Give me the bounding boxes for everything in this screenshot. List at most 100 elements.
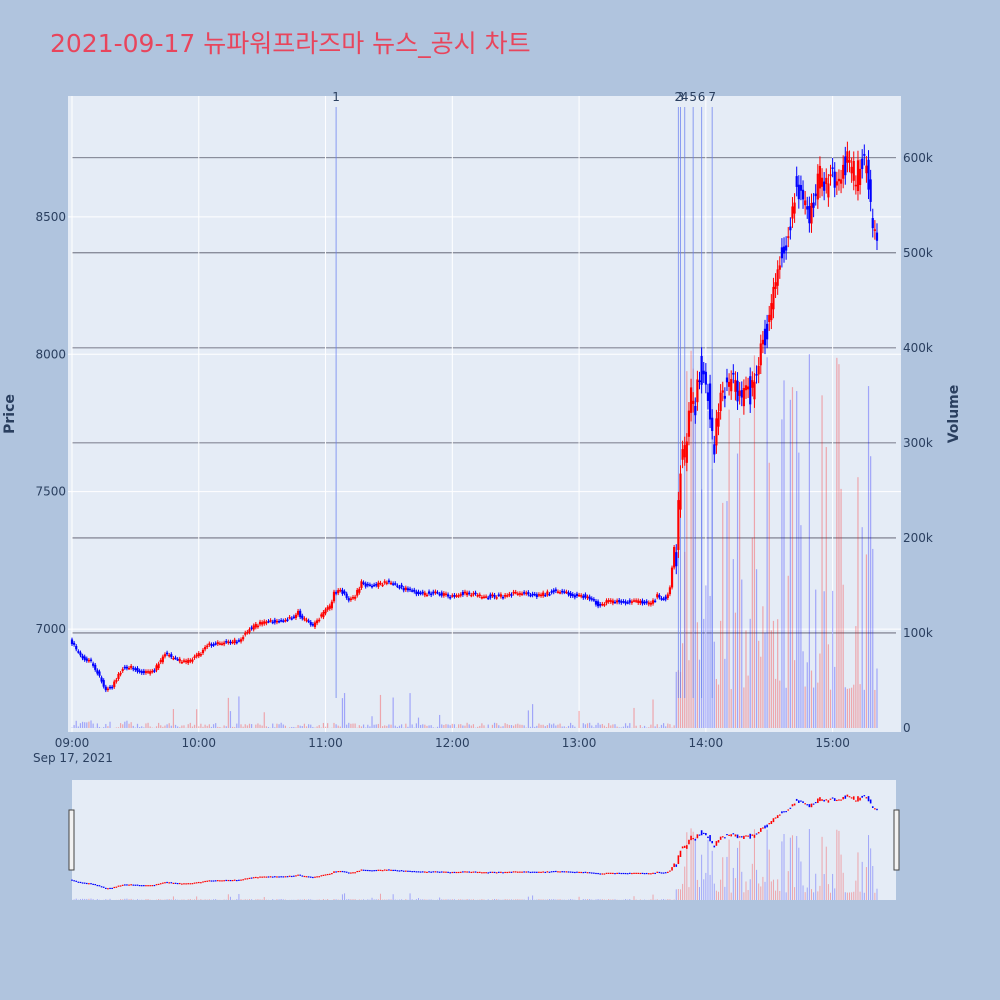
mini-volume-bar — [570, 899, 572, 900]
mini-volume-bar — [276, 899, 278, 900]
volume-bar — [81, 721, 84, 728]
candle-body — [605, 600, 608, 604]
volume-bar — [124, 721, 126, 728]
mini-volume-bar — [388, 899, 390, 900]
volume-bar — [504, 723, 506, 728]
candle-body — [504, 594, 507, 597]
candle-body — [630, 601, 633, 603]
candle-body — [138, 670, 141, 673]
mini-candle-body — [561, 871, 563, 873]
mini-candle-body — [328, 873, 331, 875]
mini-volume-bar — [595, 899, 597, 900]
range-slider-background[interactable] — [72, 780, 896, 900]
mini-volume-bar — [392, 894, 394, 900]
volume-bar — [155, 726, 158, 728]
mini-candle-body — [489, 871, 492, 873]
mini-candle-body — [73, 880, 75, 882]
candle-body — [675, 552, 678, 567]
volume-bar — [158, 722, 160, 728]
volume-bar — [848, 688, 851, 728]
volume-bar — [481, 723, 483, 728]
mini-volume-bar — [783, 833, 785, 900]
mini-candle-body — [683, 845, 686, 848]
mini-volume-bar — [849, 892, 851, 900]
candle-body — [692, 400, 695, 404]
volume-bar — [352, 723, 354, 728]
volume-bar — [652, 699, 654, 728]
volume-bar — [227, 697, 229, 728]
mini-candle-body — [147, 885, 149, 887]
mini-candle-body — [246, 878, 249, 880]
mini-candle-body — [641, 872, 644, 875]
volume-bar — [844, 687, 846, 728]
candle-body — [797, 184, 800, 200]
volume-bar — [679, 671, 682, 728]
candle-body — [717, 411, 720, 427]
mini-candle-body — [77, 881, 80, 883]
volume-bar — [821, 395, 823, 728]
mini-volume-bar — [553, 899, 555, 900]
candle-body — [582, 595, 585, 598]
candle-body — [451, 595, 454, 597]
volume-bar — [143, 727, 145, 728]
mini-candle-body — [309, 876, 312, 878]
volume-bar — [396, 726, 398, 728]
mini-candle-body — [278, 876, 280, 878]
candle-body — [364, 583, 367, 587]
volume-bar — [436, 726, 439, 728]
candle-body — [389, 582, 393, 585]
mini-candle-body — [721, 836, 724, 838]
volume-bar — [751, 537, 753, 728]
mini-volume-bar — [787, 871, 789, 900]
mini-volume-bar — [90, 898, 92, 900]
candle-body — [641, 600, 644, 604]
mini-candle-body — [688, 839, 690, 845]
mini-candle-body — [633, 872, 635, 874]
volume-bar — [187, 724, 189, 728]
volume-bar — [119, 723, 122, 728]
mini-candle-body — [730, 834, 732, 837]
volume-bar — [179, 727, 181, 728]
mini-volume-bar — [371, 897, 373, 900]
candle-body — [575, 593, 579, 597]
mini-volume-bar — [760, 886, 762, 900]
time-tick-label: 14:00 — [689, 736, 724, 750]
mini-candle-body — [354, 872, 356, 874]
range-slider-right-handle[interactable] — [893, 809, 900, 871]
mini-candle-body — [616, 872, 618, 875]
mini-volume-bar — [517, 899, 519, 900]
candle-body — [753, 381, 756, 400]
candle-body — [499, 594, 503, 597]
mini-volume-bar — [730, 892, 732, 900]
volume-bar — [832, 590, 834, 728]
candle-body — [516, 593, 519, 595]
candle-body — [554, 589, 557, 592]
volume-bar — [760, 656, 762, 728]
volume-bar — [379, 694, 382, 728]
candle-body — [523, 592, 526, 594]
mini-volume-bar — [327, 899, 329, 900]
volume-bar — [612, 724, 614, 728]
volume-bar — [686, 371, 688, 728]
volume-bar — [409, 693, 411, 728]
range-slider-left-handle[interactable] — [68, 809, 75, 871]
mini-volume-bar — [834, 888, 836, 900]
mini-volume-bar — [639, 899, 641, 900]
mini-candle-body — [590, 872, 593, 874]
mini-candle-body — [631, 872, 633, 875]
mini-candle-body — [316, 876, 318, 878]
candle-body — [332, 591, 336, 602]
volume-bar — [736, 453, 739, 728]
mini-candle-body — [531, 871, 534, 873]
mini-volume-bar — [589, 899, 591, 900]
mini-volume-bar — [263, 897, 265, 900]
candle-body — [180, 661, 183, 664]
mini-volume-bar — [430, 899, 432, 900]
candle-body — [791, 206, 794, 219]
mini-volume-bar — [840, 854, 842, 900]
volume-bar — [128, 723, 130, 728]
mini-candle-body — [407, 870, 409, 872]
mini-volume-bar — [213, 899, 215, 900]
volume-bar — [261, 725, 263, 728]
mini-candle-body — [426, 871, 428, 874]
